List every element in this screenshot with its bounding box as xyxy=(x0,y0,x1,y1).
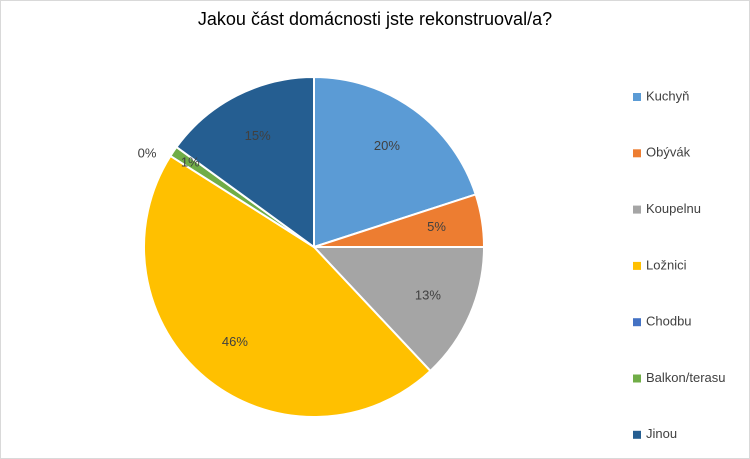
pie-slice-jinou xyxy=(175,75,315,249)
legend-swatch-jinou xyxy=(633,430,641,439)
pie-slice-kuchyn xyxy=(313,75,477,249)
legend-swatch-kuchyn xyxy=(633,93,641,101)
legend-label-jinou: Jinou xyxy=(646,426,677,441)
legend-swatch-balkon-terasu xyxy=(633,374,641,383)
data-label-loznici: 46% xyxy=(222,334,248,349)
data-label-chodbu: 0% xyxy=(138,145,157,160)
legend-swatch-loznici xyxy=(633,261,641,270)
legend-label-loznici: Ložnici xyxy=(646,257,687,272)
data-label-obyvak: 5% xyxy=(427,219,446,234)
data-label-balkon-terasu: 1% xyxy=(181,154,200,169)
legend-swatch-obyvak xyxy=(633,149,641,158)
legend-label-balkon-terasu: Balkon/terasu xyxy=(646,370,726,385)
legend-label-koupelnu: Koupelnu xyxy=(646,201,701,216)
legend-label-chodbu: Chodbu xyxy=(646,314,692,329)
data-label-jinou: 15% xyxy=(245,128,271,143)
pie-slice-loznici xyxy=(142,154,432,419)
chart-title: Jakou část domácnosti jste rekonstruoval… xyxy=(197,9,553,29)
data-label-kuchyn: 20% xyxy=(374,138,400,153)
legend-label-kuchyn: Kuchyň xyxy=(646,88,689,103)
data-label-koupelnu: 13% xyxy=(415,288,441,303)
legend-swatch-koupelnu xyxy=(633,205,641,214)
legend-label-obyvak: Obývák xyxy=(646,145,691,160)
legend-swatch-chodbu xyxy=(633,318,641,327)
pie-slice-koupelnu xyxy=(311,246,486,373)
